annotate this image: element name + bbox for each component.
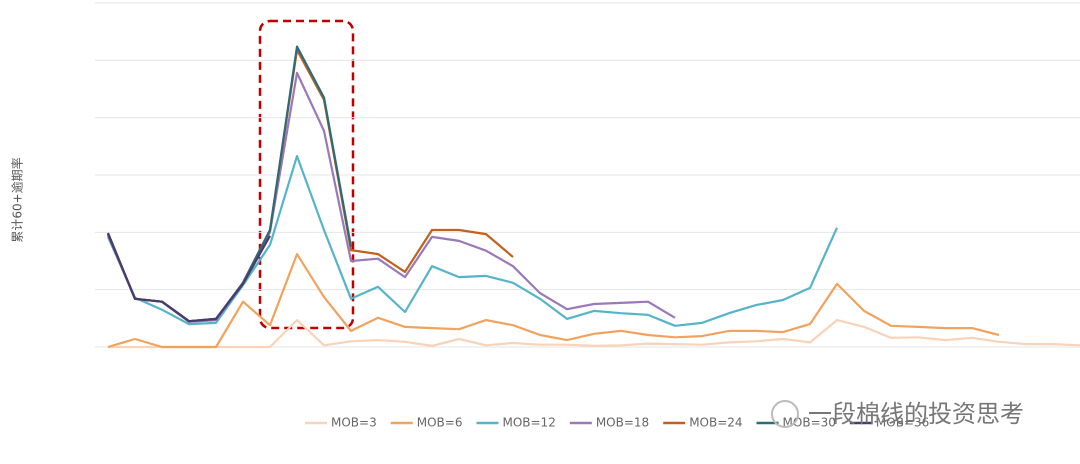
watermark-icon <box>771 400 799 428</box>
series-line <box>106 155 839 327</box>
watermark: 一段棉线的投资思考 <box>808 400 1024 428</box>
grid <box>95 2 1080 348</box>
legend-label: MOB=6 <box>417 416 463 430</box>
legend-label: MOB=30 <box>783 416 836 430</box>
y-axis-label: 累计60+逾期率 <box>10 157 25 242</box>
legend-label: MOB=36 <box>876 416 929 430</box>
series-line <box>107 253 1000 349</box>
lines <box>106 45 1080 349</box>
series-line <box>108 319 1080 349</box>
series-line <box>106 71 676 323</box>
legend-label: MOB=3 <box>331 416 377 430</box>
series-line <box>106 232 271 323</box>
series-line <box>106 48 514 323</box>
legend-label: MOB=24 <box>689 416 742 430</box>
legend-label: MOB=18 <box>596 416 649 430</box>
legend: MOB=3 MOB=6 MOB=12 MOB=18 MOB=24 MOB=30 MOB=36 <box>305 416 929 430</box>
legend-label: MOB=12 <box>502 416 555 430</box>
